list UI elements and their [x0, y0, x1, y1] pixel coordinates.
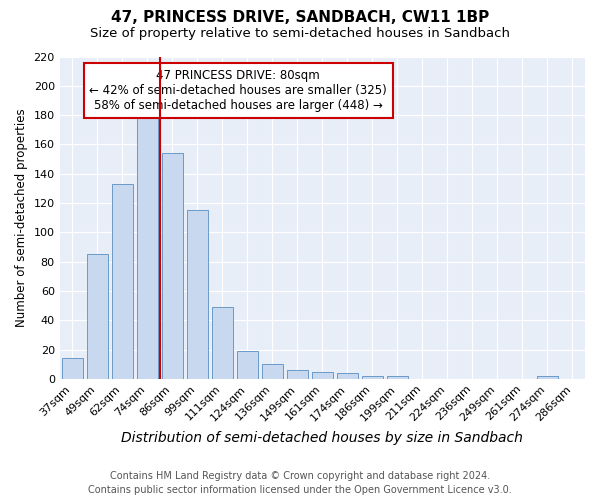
- Bar: [262, 364, 283, 379]
- Text: Contains HM Land Registry data © Crown copyright and database right 2024.
Contai: Contains HM Land Registry data © Crown c…: [88, 471, 512, 495]
- Bar: [137, 110, 158, 379]
- Bar: [362, 376, 383, 379]
- Text: 47, PRINCESS DRIVE, SANDBACH, CW11 1BP: 47, PRINCESS DRIVE, SANDBACH, CW11 1BP: [111, 10, 489, 25]
- Bar: [537, 376, 558, 379]
- Bar: [62, 358, 83, 379]
- Bar: [337, 373, 358, 379]
- Bar: [86, 254, 108, 379]
- Bar: [287, 370, 308, 379]
- Y-axis label: Number of semi-detached properties: Number of semi-detached properties: [15, 108, 28, 327]
- Text: Size of property relative to semi-detached houses in Sandbach: Size of property relative to semi-detach…: [90, 28, 510, 40]
- Bar: [387, 376, 408, 379]
- Bar: [112, 184, 133, 379]
- Bar: [236, 351, 258, 379]
- Bar: [312, 372, 333, 379]
- Bar: [212, 307, 233, 379]
- Bar: [187, 210, 208, 379]
- Text: 47 PRINCESS DRIVE: 80sqm
← 42% of semi-detached houses are smaller (325)
58% of : 47 PRINCESS DRIVE: 80sqm ← 42% of semi-d…: [89, 70, 387, 112]
- Bar: [161, 153, 183, 379]
- X-axis label: Distribution of semi-detached houses by size in Sandbach: Distribution of semi-detached houses by …: [121, 431, 523, 445]
